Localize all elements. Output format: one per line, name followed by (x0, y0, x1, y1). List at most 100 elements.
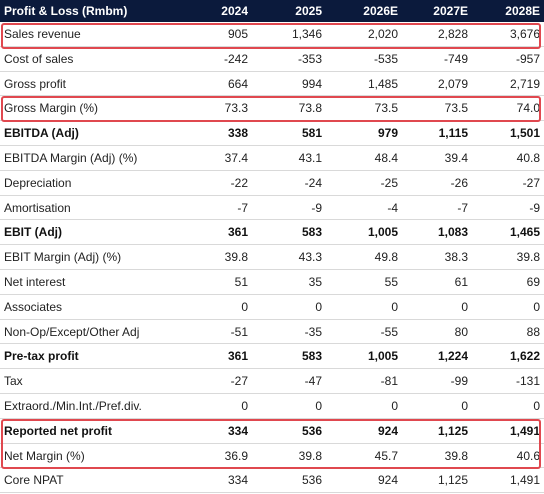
table-row: EBIT (Adj) 361 583 1,005 1,083 1,465 (0, 220, 544, 246)
value-cell: 0 (391, 299, 398, 314)
value-cell: -4 (387, 200, 398, 215)
value-cell: 1,115 (438, 126, 468, 141)
value-cell: 51 (234, 275, 248, 289)
value-cell: 2027E (433, 4, 468, 18)
value-cell: 48.4 (374, 151, 398, 165)
value-cell: 1,485 (367, 76, 398, 91)
value-cell: 338 (227, 126, 248, 141)
value-cell: 37.4 (224, 151, 248, 165)
row-label: EBITDA Margin (Adj) (%) (4, 151, 138, 165)
value-cell: 0 (315, 399, 322, 413)
value-cell: 1,346 (291, 27, 322, 41)
table-row: Net interest 51 35 55 61 69 (0, 270, 544, 295)
value-cell: 536 (301, 473, 322, 488)
value-cell: 979 (377, 126, 398, 141)
value-cell: 361 (227, 349, 248, 364)
value-cell: -353 (297, 51, 322, 66)
value-cell: 0 (533, 399, 540, 413)
row-label: Extraord./Min.Int./Pref.div. (4, 399, 142, 413)
value-cell: -27 (522, 175, 540, 190)
value-cell: 88 (526, 324, 540, 339)
row-label: Net Margin (%) (4, 448, 85, 463)
value-cell: 74.0 (516, 101, 540, 116)
value-cell: 0 (315, 299, 322, 314)
value-cell: -749 (443, 51, 468, 66)
table-row: Tax -27 -47 -81 -99 -131 (0, 369, 544, 394)
value-cell: -99 (450, 374, 468, 389)
value-cell: -47 (304, 374, 322, 389)
table-row: EBIT Margin (Adj) (%) 39.8 43.3 49.8 38.3 39.… (0, 245, 544, 270)
value-cell: -35 (304, 324, 322, 339)
table-row: EBITDA Margin (Adj) (%) 37.4 43.1 48.4 39.4 4… (0, 146, 544, 171)
table-row: Cost of sales -242 -353 -535 -749 -957 (0, 47, 544, 72)
value-cell: 1,622 (509, 349, 540, 364)
value-cell: 583 (301, 225, 322, 240)
table-row: Net Margin (%) 36.9 39.8 45.7 39.8 40.6 (0, 444, 544, 469)
value-cell: 1,125 (437, 423, 468, 438)
value-cell: 61 (454, 275, 468, 289)
row-label: Gross Margin (%) (4, 101, 99, 116)
value-cell: -55 (380, 324, 398, 339)
value-cell: 39.8 (298, 448, 322, 463)
value-cell: 1,491 (509, 473, 540, 488)
table-row: Non-Op/Except/Other Adj -51 -35 -55 80 88 (0, 320, 544, 345)
value-cell: 0 (241, 399, 248, 413)
value-cell: 39.8 (516, 250, 540, 265)
table-row: Core NPAT 334 536 924 1,125 1,491 (0, 468, 544, 494)
header-row: Profit & Loss (Rmbm) 2024 2025 2026E 2027E 20… (0, 0, 544, 22)
row-label: Reported net profit (4, 423, 112, 438)
value-cell: 924 (377, 473, 398, 488)
value-cell: 39.8 (224, 250, 248, 265)
row-label: EBIT Margin (Adj) (%) (4, 250, 122, 265)
value-cell: 2,719 (509, 76, 540, 91)
value-cell: 334 (227, 473, 248, 488)
value-cell: -51 (230, 324, 248, 339)
value-cell: 1,465 (509, 225, 540, 240)
value-cell: 55 (384, 275, 398, 289)
value-cell: 38.3 (444, 250, 468, 265)
value-cell: 1,083 (437, 225, 468, 240)
table-row: Gross profit 664 994 1,485 2,079 2,719 (0, 72, 544, 97)
value-cell: 35 (308, 275, 322, 289)
value-cell: 2,828 (437, 27, 468, 41)
row-label: EBIT (Adj) (4, 225, 62, 240)
row-label: Sales revenue (4, 27, 81, 41)
value-cell: 664 (227, 76, 248, 91)
table-row: Associates 0 0 0 0 0 (0, 295, 544, 320)
table-row: Depreciation -22 -24 -25 -26 -27 (0, 171, 544, 196)
table-row: Reported net profit 334 536 924 1,125 1,491 (0, 419, 544, 444)
table-row: Extraord./Min.Int./Pref.div. 0 0 0 0 0 (0, 394, 544, 419)
value-cell: 581 (301, 126, 322, 141)
value-cell: 334 (227, 423, 248, 438)
value-cell: 43.3 (298, 250, 322, 265)
value-cell: 40.8 (516, 151, 540, 165)
value-cell: 39.8 (444, 448, 468, 463)
value-cell: -131 (515, 374, 540, 389)
value-cell: 1,005 (367, 349, 398, 364)
value-cell: 3,676 (509, 27, 540, 41)
value-cell: 73.8 (298, 101, 322, 116)
value-cell: -27 (230, 374, 248, 389)
value-cell: 0 (461, 399, 468, 413)
value-cell: 69 (526, 275, 540, 289)
value-cell: 2026E (363, 4, 398, 18)
table-row: Amortisation -7 -9 -4 -7 -9 (0, 196, 544, 221)
value-cell: 2028E (505, 4, 540, 18)
value-cell: 2,020 (367, 27, 398, 41)
value-cell: 0 (241, 299, 248, 314)
value-cell: 0 (533, 299, 540, 314)
value-cell: 36.9 (224, 448, 248, 463)
value-cell: 2025 (295, 4, 322, 18)
value-cell: 1,005 (367, 225, 398, 240)
value-cell: 994 (301, 76, 322, 91)
table-row: EBITDA (Adj) 338 581 979 1,115 1,501 (0, 121, 544, 146)
value-cell: 1,125 (437, 473, 468, 488)
value-cell: 0 (391, 399, 398, 413)
value-cell: -242 (223, 51, 248, 66)
value-cell: 1,491 (509, 423, 540, 438)
value-cell: -81 (380, 374, 398, 389)
value-cell: 73.5 (374, 101, 398, 116)
value-cell: -22 (230, 175, 248, 190)
value-cell: 49.8 (374, 250, 398, 265)
